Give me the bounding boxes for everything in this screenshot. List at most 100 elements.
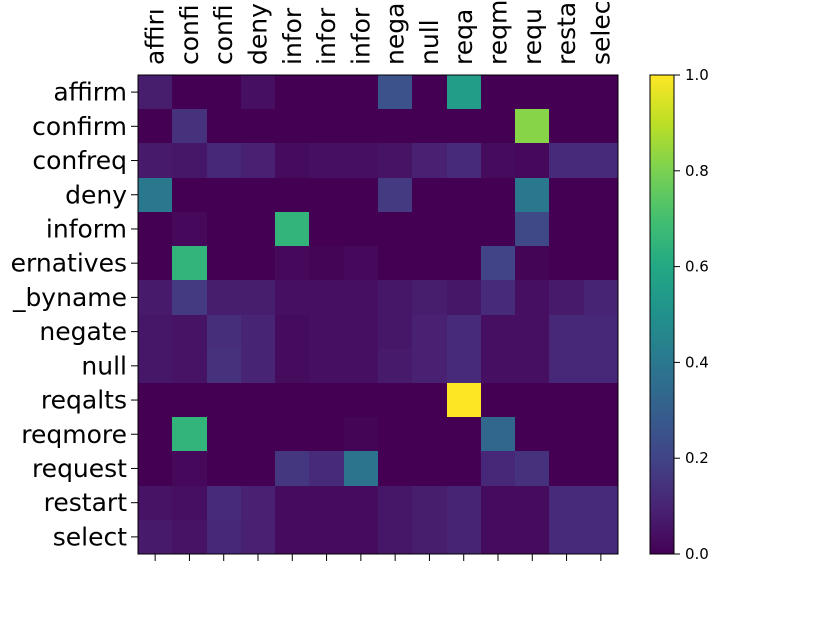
heatmap-cell — [481, 280, 515, 315]
heatmap-cell — [584, 349, 618, 383]
x-tick-label: requ — [518, 8, 547, 65]
colorbar-tick-label: 0.2 — [685, 449, 709, 467]
heatmap-cell — [412, 109, 447, 143]
heatmap-cell — [275, 451, 309, 486]
heatmap-cell — [412, 178, 447, 212]
heatmap-cell — [549, 520, 584, 554]
heatmap-cell — [412, 143, 447, 178]
heatmap-cell — [207, 349, 241, 383]
heatmap-cell — [138, 383, 172, 417]
heatmap-cell — [207, 383, 241, 417]
heatmap-cell — [172, 315, 207, 349]
heatmap-cell — [172, 451, 207, 486]
heatmap-cell — [344, 75, 378, 109]
heatmap-cell — [309, 109, 344, 143]
x-tick-label: deny — [244, 3, 273, 65]
heatmap-cell — [515, 315, 549, 349]
heatmap-cell — [447, 349, 481, 383]
heatmap-cell — [515, 486, 549, 520]
heatmap-cell — [275, 417, 309, 451]
heatmap-cell — [241, 520, 275, 554]
heatmap-cell — [378, 246, 412, 280]
heatmap-cell — [549, 178, 584, 212]
heatmap-cell — [549, 109, 584, 143]
heatmap-cell — [378, 143, 412, 178]
heatmap-cell — [481, 383, 515, 417]
heatmap-cell — [309, 349, 344, 383]
heatmap-cell — [172, 75, 207, 109]
heatmap-cell — [309, 520, 344, 554]
heatmap-cell — [172, 109, 207, 143]
heatmap-cell — [515, 349, 549, 383]
colorbar-tick-label: 0.0 — [685, 545, 709, 563]
heatmap-cell — [207, 280, 241, 315]
heatmap-cell — [378, 451, 412, 486]
heatmap-cell — [481, 315, 515, 349]
heatmap-cell — [515, 451, 549, 486]
y-tick-label: confirm — [32, 112, 127, 141]
heatmap-cell — [309, 383, 344, 417]
heatmap-cell — [241, 178, 275, 212]
y-tick-label: null — [81, 351, 127, 380]
heatmap-cell — [515, 143, 549, 178]
heatmap-cell — [584, 417, 618, 451]
heatmap-cell — [138, 451, 172, 486]
heatmap-cell — [138, 280, 172, 315]
heatmap-cell — [549, 143, 584, 178]
y-axis-tick-labels: affirm confirm confreq deny inform ernatives _… — [11, 78, 128, 552]
heatmap-cell — [378, 417, 412, 451]
plot-frame — [137, 74, 619, 555]
heatmap-cell — [275, 109, 309, 143]
heatmap-cell — [275, 486, 309, 520]
heatmap-cell — [378, 280, 412, 315]
x-tick-label: confi — [175, 4, 204, 65]
colorbar-tick-label: 0.6 — [685, 258, 709, 276]
heatmap-cell — [207, 178, 241, 212]
heatmap-cell — [584, 109, 618, 143]
heatmap-cell — [241, 75, 275, 109]
heatmap-cell — [138, 246, 172, 280]
heatmap-cell — [549, 315, 584, 349]
heatmap-cell — [207, 143, 241, 178]
heatmap-cell — [172, 178, 207, 212]
heatmap-cell — [207, 212, 241, 246]
heatmap-cell — [378, 486, 412, 520]
heatmap-cell — [344, 178, 378, 212]
x-tick-label: selec — [586, 1, 615, 65]
heatmap-cell — [344, 383, 378, 417]
colorbar: 0.0 0.2 0.4 0.6 0.8 1.0 — [649, 66, 709, 563]
heatmap-cell — [207, 451, 241, 486]
heatmap-cell — [412, 451, 447, 486]
heatmap-cell — [309, 315, 344, 349]
heatmap-cell — [584, 212, 618, 246]
colorbar-gradient — [649, 74, 675, 555]
heatmap-cell — [138, 75, 172, 109]
heatmap-cell — [138, 143, 172, 178]
heatmap-cell — [241, 109, 275, 143]
heatmap-cell — [447, 383, 481, 417]
heatmap-cell — [447, 212, 481, 246]
heatmap-cell — [207, 417, 241, 451]
heatmap-cell — [309, 486, 344, 520]
y-tick-label: negate — [39, 317, 127, 346]
y-tick-label: reqmore — [21, 420, 127, 449]
y-tick-label: confreq — [32, 146, 127, 175]
heatmap-cell — [549, 212, 584, 246]
heatmap-cell — [481, 520, 515, 554]
heatmap-cell — [481, 143, 515, 178]
heatmap-cell — [138, 349, 172, 383]
heatmap-cell — [412, 75, 447, 109]
heatmap-cell — [584, 383, 618, 417]
heatmap-cell — [481, 417, 515, 451]
heatmap-cell — [412, 212, 447, 246]
heatmap-cell — [138, 315, 172, 349]
heatmap-cell — [275, 212, 309, 246]
heatmap-cell — [344, 349, 378, 383]
heatmap-cell — [275, 520, 309, 554]
heatmap-cell — [515, 109, 549, 143]
heatmap-cell — [172, 280, 207, 315]
y-tick-label: affirm — [53, 78, 127, 107]
y-tick-label: ernatives — [11, 249, 127, 278]
heatmap-cell — [412, 486, 447, 520]
heatmap-cell — [447, 143, 481, 178]
